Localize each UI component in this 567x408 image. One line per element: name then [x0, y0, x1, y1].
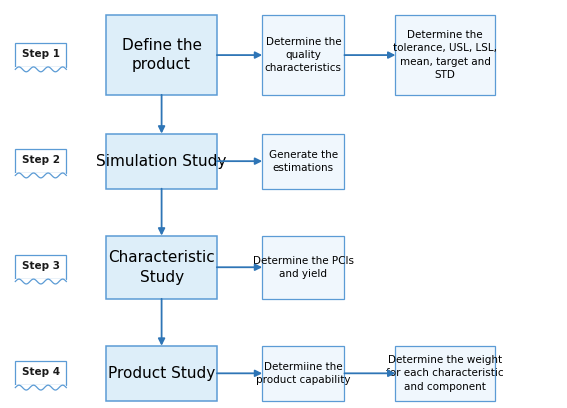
Text: Step 4: Step 4 — [22, 367, 60, 377]
FancyBboxPatch shape — [15, 173, 66, 178]
FancyBboxPatch shape — [262, 236, 345, 299]
FancyBboxPatch shape — [15, 67, 66, 72]
Text: Step 2: Step 2 — [22, 155, 60, 165]
FancyBboxPatch shape — [106, 236, 217, 299]
Text: Step 3: Step 3 — [22, 261, 60, 271]
FancyBboxPatch shape — [15, 255, 66, 279]
Text: Determine the
quality
characteristics: Determine the quality characteristics — [265, 37, 342, 73]
FancyBboxPatch shape — [106, 346, 217, 401]
FancyBboxPatch shape — [106, 134, 217, 188]
Text: Determine the
tolerance, USL, LSL,
mean, target and
STD: Determine the tolerance, USL, LSL, mean,… — [393, 30, 497, 80]
FancyBboxPatch shape — [15, 149, 66, 173]
FancyBboxPatch shape — [15, 385, 66, 390]
Text: Product Study: Product Study — [108, 366, 215, 381]
Text: Determiine the
product capability: Determiine the product capability — [256, 362, 350, 385]
FancyBboxPatch shape — [15, 361, 66, 385]
Text: Generate the
estimations: Generate the estimations — [269, 150, 338, 173]
Text: Characteristic
Study: Characteristic Study — [108, 250, 215, 285]
Text: Determine the PCIs
and yield: Determine the PCIs and yield — [253, 256, 354, 279]
Text: Simulation Study: Simulation Study — [96, 154, 227, 169]
FancyBboxPatch shape — [396, 16, 494, 95]
FancyBboxPatch shape — [262, 346, 345, 401]
Text: Determine the weight
for each characteristic
and component: Determine the weight for each characteri… — [386, 355, 504, 392]
FancyBboxPatch shape — [396, 346, 494, 401]
FancyBboxPatch shape — [15, 43, 66, 67]
FancyBboxPatch shape — [262, 16, 345, 95]
FancyBboxPatch shape — [262, 134, 345, 188]
FancyBboxPatch shape — [15, 279, 66, 284]
Text: Define the
product: Define the product — [121, 38, 202, 73]
Text: Step 1: Step 1 — [22, 49, 60, 59]
FancyBboxPatch shape — [106, 16, 217, 95]
